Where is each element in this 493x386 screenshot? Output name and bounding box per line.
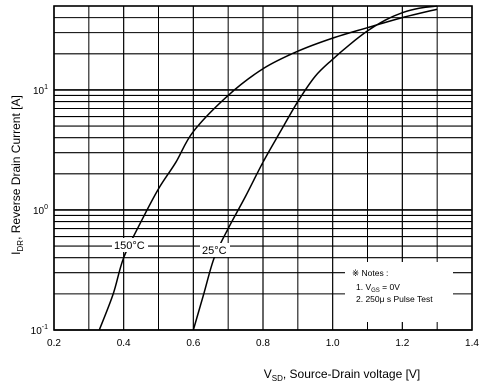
curve-label-150: 150°C	[114, 240, 145, 252]
notes-title: ※ Notes :	[352, 268, 388, 278]
x-axis-label-sub: SD	[272, 374, 283, 383]
x-axis-label-main: V	[264, 367, 272, 381]
x-tick-labels: 0.2 0.4 0.6 0.8 1.0 1.2 1.4	[47, 338, 479, 349]
curve-label-150-bg	[112, 238, 148, 252]
series-layer	[98, 5, 438, 331]
notes-box-bg	[345, 262, 453, 322]
y-axis-label: IDR, Reverse Drain Current [A]	[9, 95, 25, 255]
y-tick-exponent: 1	[44, 84, 48, 91]
y-axis-label-sub: DR	[16, 240, 25, 252]
x-tick-label: 0.8	[256, 338, 270, 349]
plot-frame	[53, 5, 473, 331]
x-tick-label: 1.2	[395, 338, 409, 349]
x-tick-label: 0.6	[186, 338, 200, 349]
series-line-25C	[192, 5, 438, 331]
x-tick-label: 0.4	[117, 338, 131, 349]
curve-label-25-bg	[200, 243, 230, 257]
x-tick-label: 1.0	[326, 338, 340, 349]
x-tick-label: 1.4	[465, 338, 479, 349]
y-tick-label: 100	[33, 204, 48, 217]
series-line-150C	[98, 8, 438, 331]
y-tick-label: 101	[33, 84, 48, 97]
y-tick-base: 10	[33, 206, 45, 217]
y-tick-exponent: -1	[42, 324, 48, 331]
x-axis-label-rest: , Source-Drain voltage [V]	[283, 367, 420, 381]
y-tick-exponent: 0	[44, 204, 48, 211]
x-tick-label: 0.2	[47, 338, 61, 349]
y-axis-label-main: I	[9, 251, 23, 254]
y-axis-label-rest: , Reverse Drain Current [A]	[9, 95, 23, 240]
notes-box: ※ Notes : 1. VGS = 0V 2. 250μ s Pulse Te…	[345, 262, 453, 322]
y-tick-base: 10	[31, 326, 43, 337]
y-tick-label: 10-1	[31, 324, 48, 337]
notes-item-1: 1. VGS = 0V	[356, 282, 400, 294]
notes-item-2: 2. 250μ s Pulse Test	[356, 294, 433, 304]
notes-item-1-prefix: 1. V	[356, 282, 371, 292]
curve-label-25: 25°C	[202, 245, 227, 257]
notes-item-1-sub: GS	[371, 288, 380, 294]
notes-item-1-rest: = 0V	[380, 282, 400, 292]
x-axis-label: VSD, Source-Drain voltage [V]	[264, 367, 421, 383]
y-tick-base: 10	[33, 86, 45, 97]
